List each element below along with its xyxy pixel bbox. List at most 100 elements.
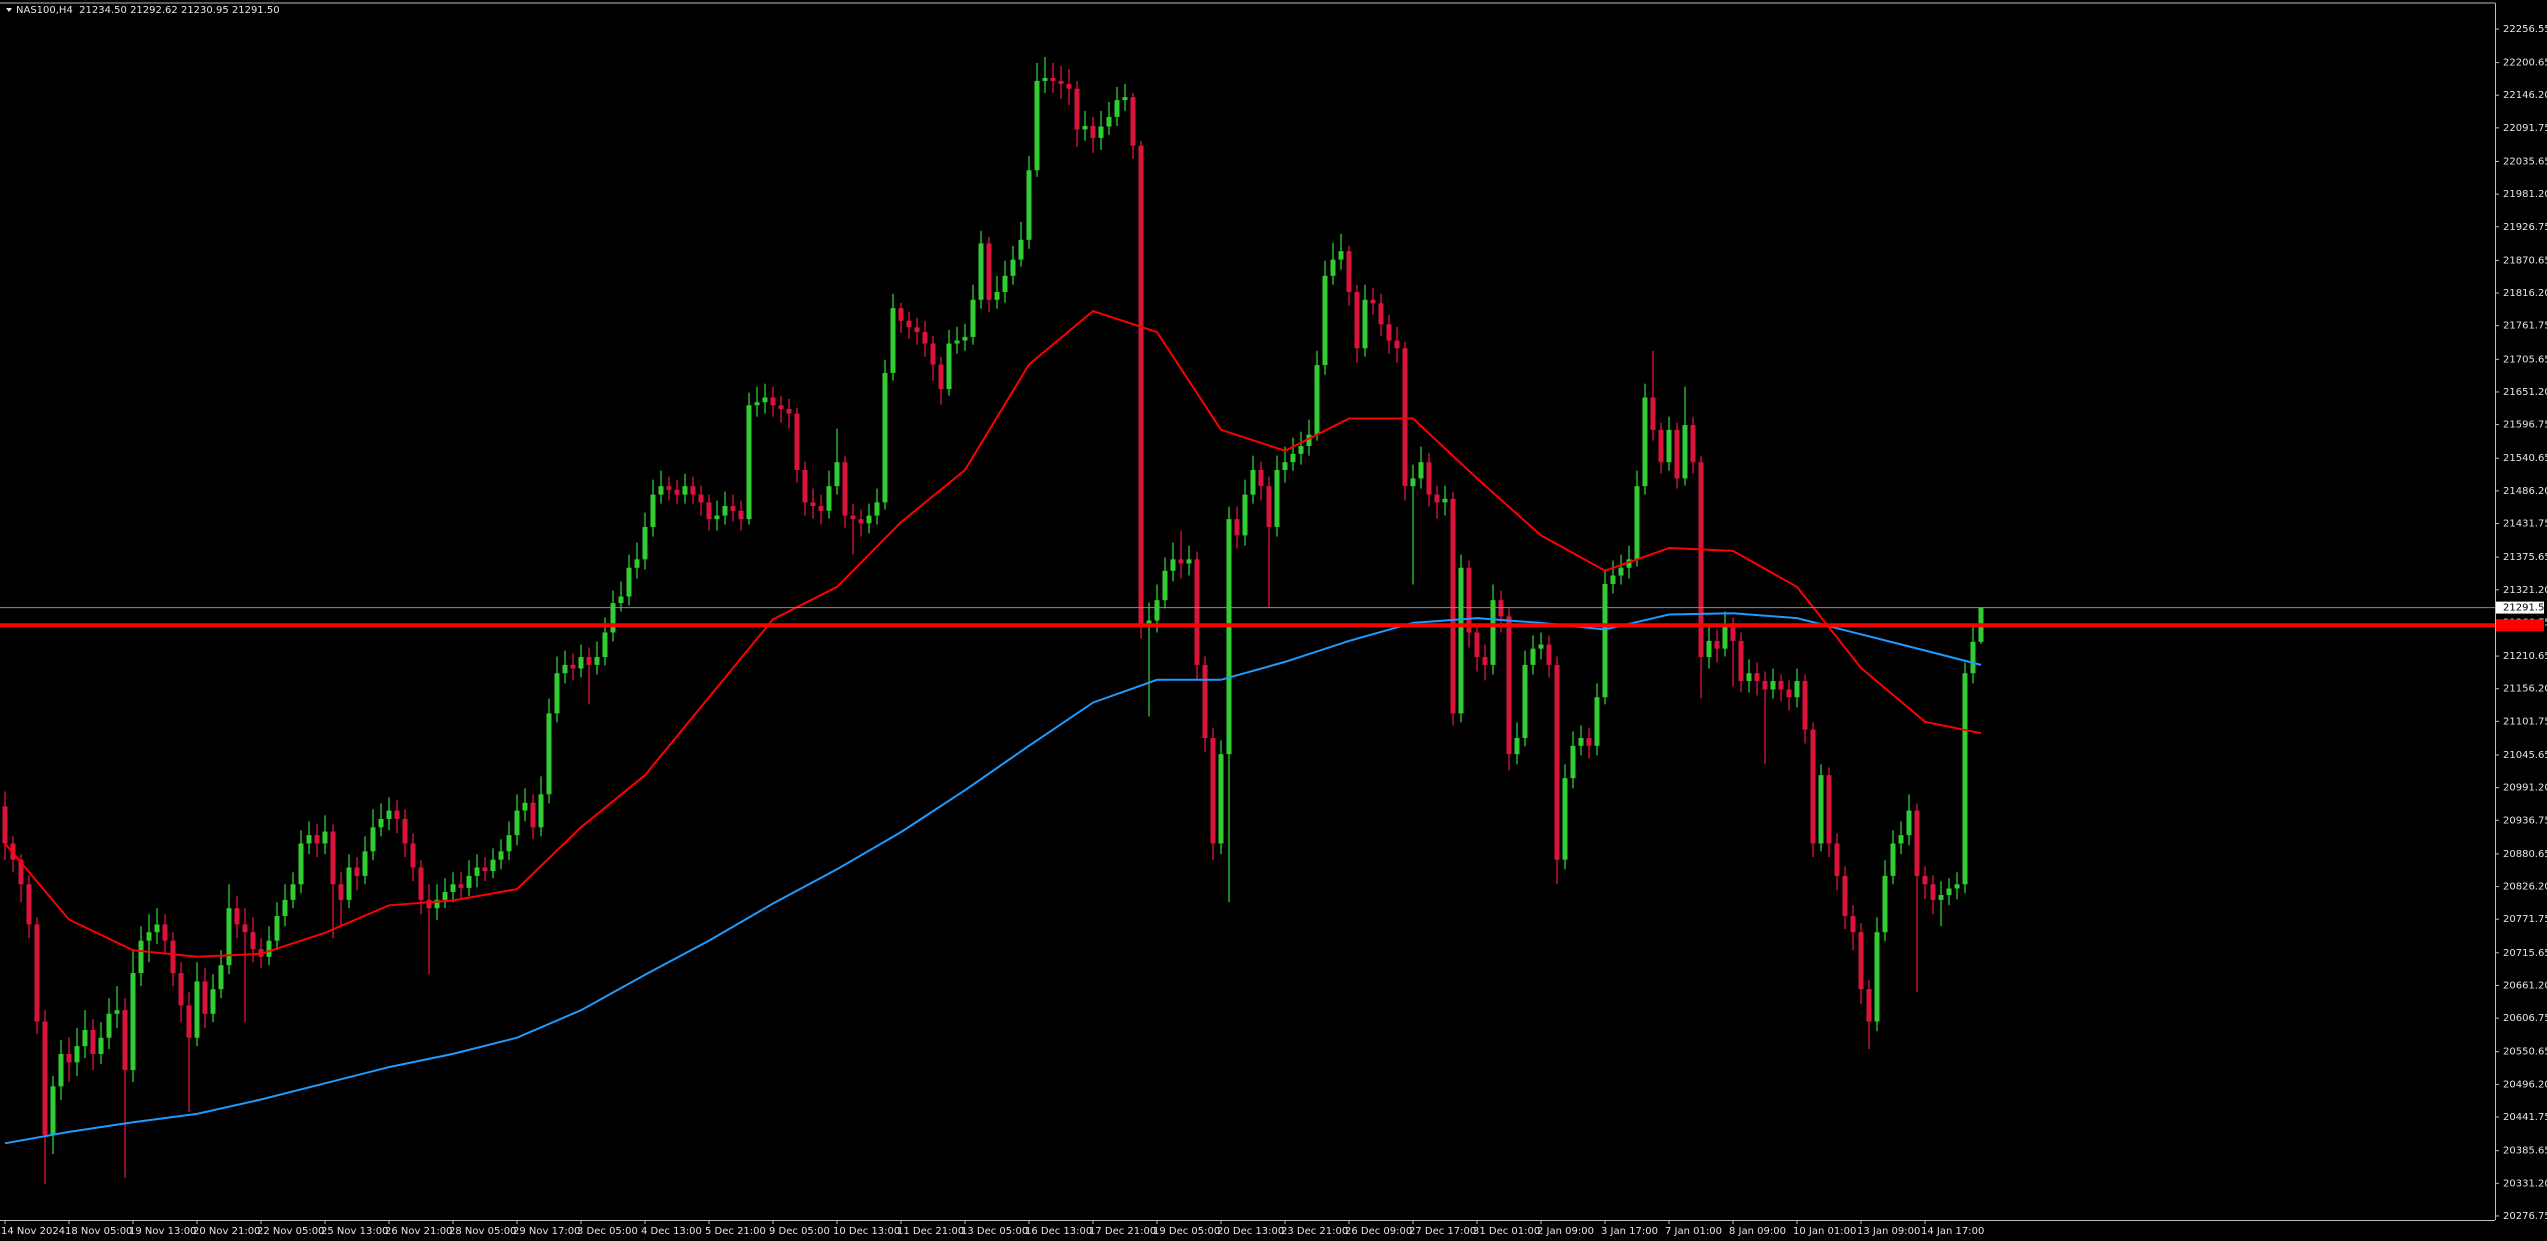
candle-body xyxy=(1498,600,1504,617)
x-tick-label: 13 Dec 05:00 xyxy=(961,1226,1028,1237)
x-tick-label: 19 Nov 13:00 xyxy=(129,1226,196,1237)
candle-body xyxy=(1034,80,1040,171)
candle-body xyxy=(562,664,568,674)
moving-average-line xyxy=(4,309,1982,958)
y-tick-label: 21651.20 xyxy=(2503,387,2547,398)
candle-body xyxy=(170,940,176,974)
candle-body xyxy=(810,502,816,506)
candle-body xyxy=(826,486,832,511)
candle-body xyxy=(1834,843,1840,876)
x-tick-label: 14 Jan 17:00 xyxy=(1921,1226,1984,1237)
candle-body xyxy=(242,924,248,933)
y-tick-label: 20441.75 xyxy=(2503,1112,2547,1123)
candle-body xyxy=(1018,239,1024,260)
candle-body xyxy=(402,818,408,844)
candle-body xyxy=(1474,632,1480,658)
x-tick-label: 23 Dec 21:00 xyxy=(1281,1226,1348,1237)
y-tick-label: 21926.75 xyxy=(2503,222,2547,233)
x-tick-label: 13 Jan 09:00 xyxy=(1857,1226,1920,1237)
candle-body xyxy=(954,340,960,344)
candle-body xyxy=(1690,425,1696,463)
y-tick-label: 21156.20 xyxy=(2503,684,2547,695)
y-tick-label: 20826.20 xyxy=(2503,882,2547,893)
candle-body xyxy=(314,835,320,844)
x-tick-label: 25 Nov 13:00 xyxy=(321,1226,388,1237)
candle-body xyxy=(1866,989,1872,1022)
x-tick-label: 4 Dec 13:00 xyxy=(641,1226,702,1237)
candle-body xyxy=(130,973,136,1071)
candle-body xyxy=(618,596,624,604)
candle-body xyxy=(1762,681,1768,690)
candle-body xyxy=(1746,673,1752,682)
x-tick-label: 16 Dec 13:00 xyxy=(1025,1226,1092,1237)
candle-body xyxy=(1274,470,1280,527)
candle-body xyxy=(370,827,376,852)
candle-body xyxy=(1098,126,1104,138)
y-tick-label: 20661.20 xyxy=(2503,980,2547,991)
candle-body xyxy=(794,413,800,471)
y-tick-label: 21816.20 xyxy=(2503,288,2547,299)
candle-body xyxy=(1722,624,1728,649)
candle-body xyxy=(474,867,480,876)
x-tick-label: 11 Dec 21:00 xyxy=(897,1226,964,1237)
candle-body xyxy=(354,867,360,876)
candle-body xyxy=(1010,259,1016,276)
candle-body xyxy=(1338,251,1344,260)
x-tick-label: 8 Jan 09:00 xyxy=(1729,1226,1786,1237)
candle-body xyxy=(1394,340,1400,349)
x-tick-label: 17 Dec 21:00 xyxy=(1089,1226,1156,1237)
candle-body xyxy=(1322,275,1328,366)
y-tick-label: 22146.20 xyxy=(2503,90,2547,101)
candle-body xyxy=(1810,729,1816,844)
candle-body xyxy=(1666,429,1672,463)
x-tick-label: 28 Nov 05:00 xyxy=(449,1226,516,1237)
candle-body xyxy=(554,673,560,714)
candle-body xyxy=(1122,97,1128,101)
candle-body xyxy=(1242,494,1248,536)
candle-body xyxy=(442,892,448,900)
candle-body xyxy=(1514,737,1520,755)
candle-body xyxy=(786,408,792,414)
candle-body xyxy=(1802,681,1808,730)
candle-body xyxy=(1570,745,1576,779)
candle-body xyxy=(754,402,760,406)
candle-body xyxy=(1426,462,1432,495)
candle-body xyxy=(538,794,544,828)
candle-body xyxy=(578,657,584,669)
candle-body xyxy=(1466,567,1472,633)
candle-body xyxy=(642,526,648,560)
candle-body xyxy=(1138,145,1144,625)
candle-body xyxy=(1162,570,1168,601)
candle-body xyxy=(1330,259,1336,276)
candle-body xyxy=(1610,575,1616,584)
candle-body xyxy=(506,835,512,852)
candle-body xyxy=(458,884,464,888)
y-tick-label: 20606.75 xyxy=(2503,1013,2547,1024)
candle-body xyxy=(986,243,992,300)
candle-body xyxy=(1738,640,1744,682)
candle-body xyxy=(114,1010,120,1014)
candle-body xyxy=(186,1005,192,1038)
y-tick-label: 20991.20 xyxy=(2503,783,2547,794)
candle-body xyxy=(1714,640,1720,649)
candle-body xyxy=(1266,486,1272,527)
candle-body xyxy=(666,486,672,490)
candle-body xyxy=(1818,775,1824,844)
candle-body xyxy=(330,831,336,885)
candle-body xyxy=(1170,559,1176,571)
candle-body xyxy=(98,1037,104,1054)
x-tick-label: 20 Nov 21:00 xyxy=(193,1226,260,1237)
candle-body xyxy=(1730,624,1736,641)
candle-body xyxy=(722,505,728,516)
candle-body xyxy=(1938,895,1944,900)
x-tick-label: 10 Jan 01:00 xyxy=(1793,1226,1856,1237)
candle-body xyxy=(1250,470,1256,495)
candle-body xyxy=(1058,80,1064,84)
candle-body xyxy=(122,1010,128,1071)
candle-body xyxy=(498,851,504,860)
candle-body xyxy=(210,989,216,1014)
symbol-menu-icon[interactable] xyxy=(6,8,12,12)
candle-body xyxy=(1002,275,1008,292)
candle-body xyxy=(338,884,344,900)
candle-body xyxy=(1410,478,1416,487)
